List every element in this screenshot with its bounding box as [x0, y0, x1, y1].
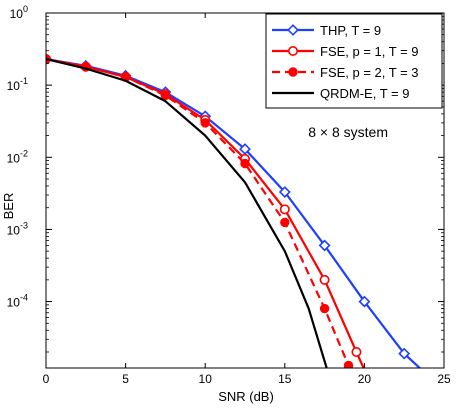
- legend-marker: [287, 24, 299, 36]
- y-tick-label: 10-4: [7, 293, 28, 310]
- x-axis-label: SNR (dB): [218, 389, 274, 404]
- legend-entry: THP, T = 9: [272, 23, 381, 38]
- x-tick-label: 25: [437, 372, 451, 386]
- data-point: [280, 217, 290, 228]
- series-layer: [46, 53, 422, 368]
- legend-entry: FSE, p = 2, T = 3: [272, 65, 419, 80]
- y-tick-label: 100: [10, 4, 28, 21]
- x-tick-label: 5: [122, 372, 129, 386]
- data-point: [279, 204, 290, 215]
- system-annotation: 8 × 8 system: [308, 124, 388, 140]
- legend-label: THP, T = 9: [320, 23, 381, 38]
- data-point: [319, 303, 330, 314]
- axes-frame: [45, 12, 445, 369]
- series-line-2: [46, 57, 352, 368]
- x-tick-label: 0: [43, 372, 50, 386]
- data-point: [318, 239, 331, 252]
- legend-entry: FSE, p = 1, T = 9: [272, 44, 419, 59]
- series-line-1: [46, 57, 365, 368]
- x-tick-label: 10: [199, 372, 213, 386]
- x-tick-label: 20: [358, 372, 372, 386]
- data-point: [343, 360, 354, 368]
- legend-label: QRDM-E, T = 9: [320, 86, 409, 101]
- series-line-3: [46, 57, 328, 368]
- legend-entry: QRDM-E, T = 9: [272, 86, 409, 101]
- data-point: [278, 186, 291, 198]
- data-point: [358, 295, 371, 308]
- y-tick-label: 10-2: [7, 148, 28, 165]
- legend: THP, T = 9 FSE, p = 1, T = 9 FSE, p = 2, T…: [265, 13, 443, 109]
- legend-label: FSE, p = 2, T = 3: [320, 65, 419, 80]
- data-point: [319, 274, 330, 285]
- y-tick-label: 10-1: [7, 76, 28, 93]
- x-tick-label: 15: [278, 372, 292, 386]
- data-point: [240, 158, 250, 169]
- data-point: [160, 90, 171, 101]
- data-point: [200, 118, 210, 128]
- y-axis-label: BER: [1, 193, 16, 220]
- data-point: [398, 347, 411, 360]
- series-3: [46, 57, 328, 368]
- data-point: [351, 346, 362, 357]
- legend-marker: [288, 67, 298, 77]
- data-point: [239, 143, 251, 155]
- series-2: [46, 54, 354, 368]
- legend-marker: [287, 45, 298, 56]
- y-tick-label: 10-3: [7, 220, 28, 237]
- legend-label: FSE, p = 1, T = 9: [320, 44, 419, 59]
